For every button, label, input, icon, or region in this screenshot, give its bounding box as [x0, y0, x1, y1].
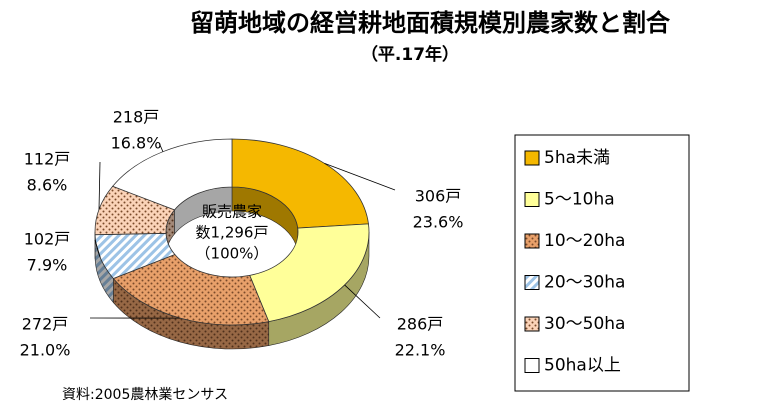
percent-label: 23.6% [413, 213, 464, 232]
legend-label: 5ha未満 [544, 148, 610, 168]
data-label: 306戸 [415, 187, 462, 206]
percent-label: 8.6% [27, 176, 68, 195]
legend-box [514, 134, 690, 392]
leader-line [159, 144, 164, 152]
leader-line [344, 284, 381, 319]
legend-label: 50ha以上 [544, 356, 621, 376]
leader-line [324, 163, 396, 191]
data-label: 272戸 [22, 315, 69, 334]
percent-label: 21.0% [20, 341, 71, 360]
donut-segment [249, 223, 370, 323]
legend-label: 5～10ha [544, 190, 615, 210]
legend-swatch [524, 275, 540, 290]
center-label: 数1,296戸 [196, 224, 269, 242]
donut-segment [112, 138, 233, 211]
side-shade [95, 234, 114, 303]
donut-segment [231, 138, 369, 229]
legend-swatch [524, 358, 540, 373]
data-label: 102戸 [24, 230, 71, 249]
legend-swatch [524, 316, 540, 332]
chart-title: 留萌地域の経営耕地面積規模別農家数と割合 [190, 9, 671, 37]
legend-swatch [524, 150, 540, 166]
side-shade [113, 278, 269, 349]
center-label: （100%） [196, 245, 269, 263]
center-label: 販売農家 [202, 203, 262, 221]
inner-shade [232, 187, 298, 253]
leader-line [98, 161, 101, 210]
legend-swatch [524, 192, 540, 207]
data-label: 218戸 [113, 108, 160, 127]
percent-label: 7.9% [27, 256, 68, 275]
side-shade [268, 232, 369, 346]
legend-label: 30～50ha [544, 314, 625, 334]
donut-segment [112, 254, 270, 326]
legend-swatch [524, 233, 540, 249]
legend-label: 10～20ha [544, 231, 625, 251]
inner-shade [174, 187, 232, 234]
data-label: 286戸 [397, 315, 444, 334]
donut [94, 138, 370, 350]
percent-label: 22.1% [395, 341, 446, 360]
source: 資料:2005農林業センサス [62, 387, 228, 403]
data-label: 112戸 [24, 150, 71, 169]
leader-line [94, 239, 101, 258]
legend-label: 20～30ha [544, 273, 625, 293]
percent-label: 16.8% [111, 134, 162, 153]
chart-subtitle: （平.17年） [361, 44, 459, 65]
